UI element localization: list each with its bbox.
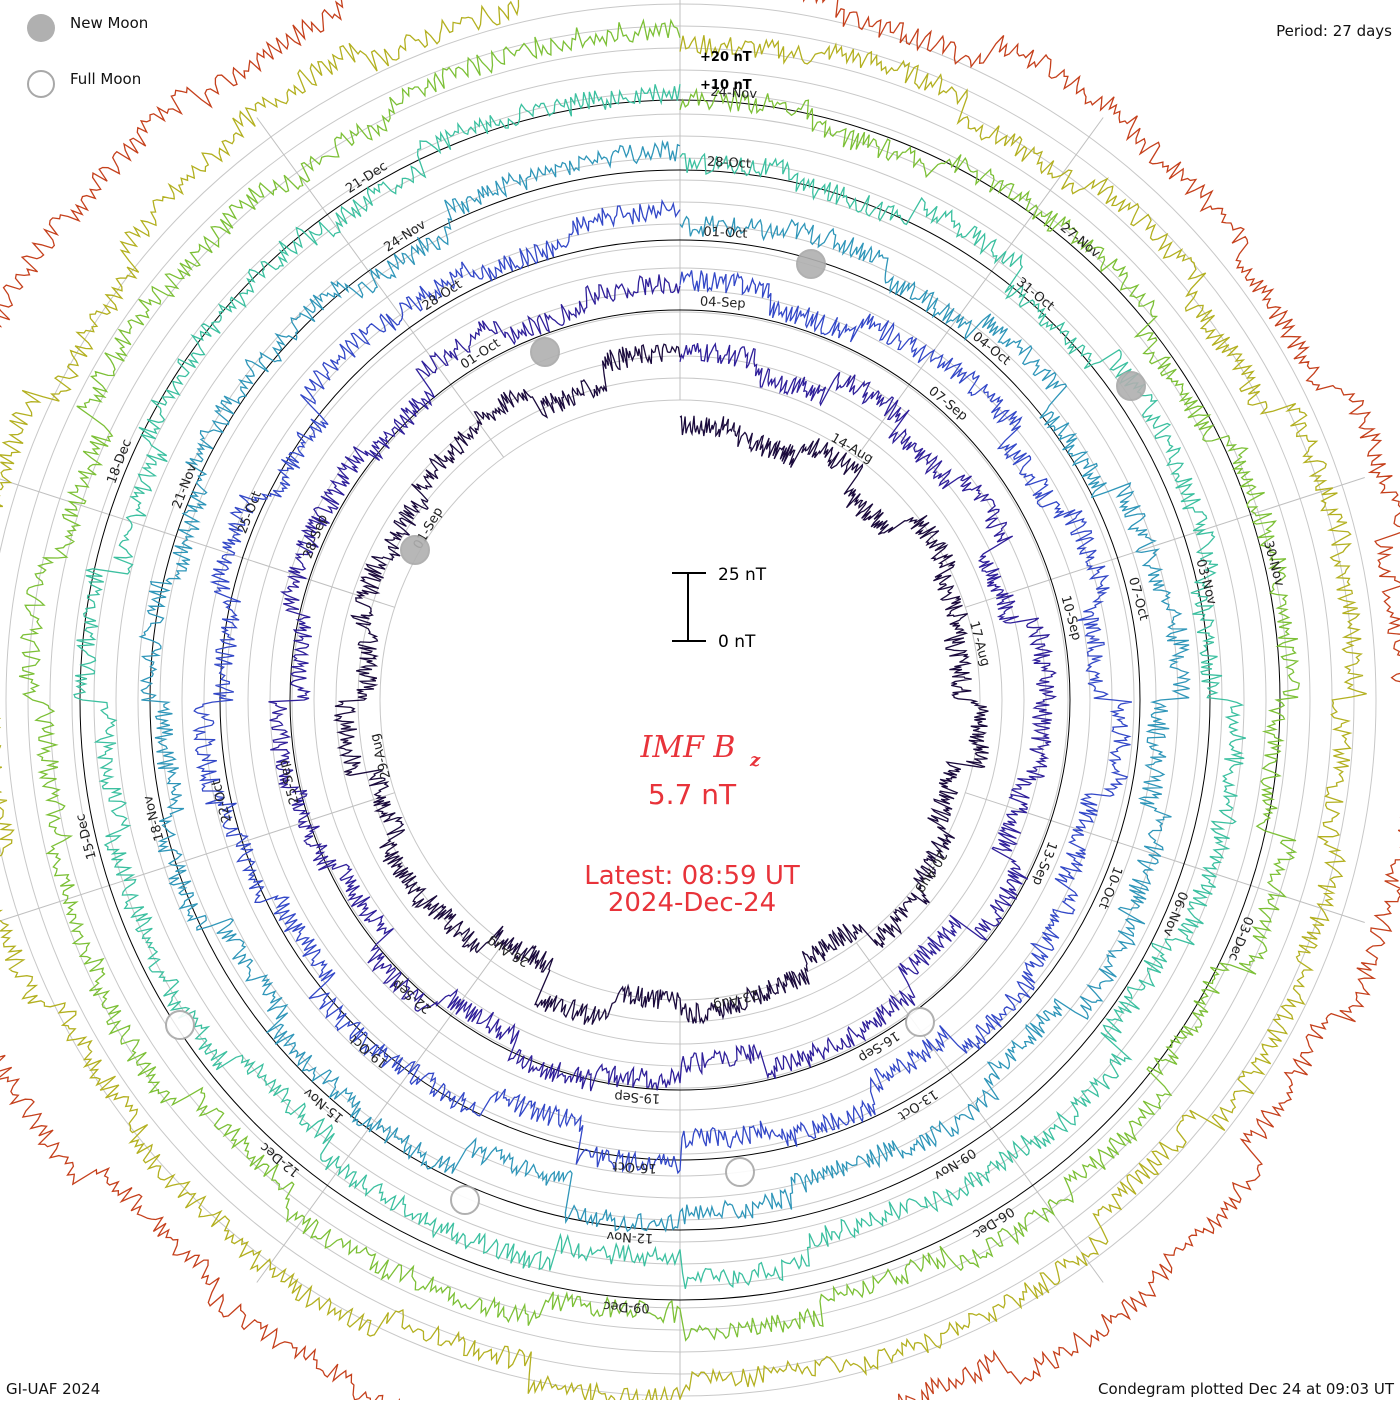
date-tick-label: 04-Oct bbox=[969, 329, 1013, 368]
series-line-3 bbox=[192, 198, 1133, 1175]
inner-date-label: 14-Aug bbox=[828, 431, 876, 467]
date-tick-label: 21-Nov bbox=[170, 462, 201, 511]
grid-spoke bbox=[256, 942, 505, 1283]
date-tick-label: 19-Sep bbox=[614, 1088, 660, 1105]
footer-right-label: Condegram plotted Dec 24 at 09:03 UT bbox=[1098, 1380, 1394, 1398]
date-tick-label: 13-Oct bbox=[895, 1086, 940, 1123]
inner-date-label: 17-Aug bbox=[966, 620, 992, 669]
inner-date-label: 29-Aug bbox=[368, 732, 394, 781]
date-tick-label: 01-Oct bbox=[703, 225, 748, 242]
date-tick-label: 09-Dec bbox=[603, 1298, 650, 1315]
grid-circle bbox=[0, 3, 1377, 1397]
latest-time: Latest: 08:59 UT bbox=[584, 861, 800, 891]
baseline-circle bbox=[149, 169, 1211, 1231]
new-moon-marker bbox=[400, 535, 430, 565]
full-moon-icon bbox=[27, 70, 55, 98]
scalebar-bottom-label: 0 nT bbox=[718, 632, 756, 652]
grid-spoke bbox=[965, 792, 1365, 923]
full-moon-marker bbox=[450, 1185, 480, 1215]
full-moon-marker bbox=[165, 1010, 195, 1040]
latest-date: 2024-Dec-24 bbox=[608, 888, 776, 918]
date-tick-label: 04-Sep bbox=[700, 295, 746, 312]
footer-left-label: GI-UAF 2024 bbox=[6, 1380, 101, 1398]
baseline-circle bbox=[289, 309, 1071, 1091]
scale-label-20nt: +20 nT bbox=[700, 50, 752, 65]
scale-label-10nt: +10 nT bbox=[700, 78, 752, 93]
series-line-2 bbox=[268, 274, 1058, 1092]
center-value: 5.7 nT bbox=[648, 778, 737, 811]
series-line-1 bbox=[332, 343, 989, 1025]
new-moon-legend-label: New Moon bbox=[70, 14, 149, 32]
new-moon-marker bbox=[796, 249, 826, 279]
full-moon-legend-label: Full Moon bbox=[70, 70, 142, 88]
date-tick-label: 09-Nov bbox=[931, 1145, 978, 1183]
date-tick-label: 12-Nov bbox=[606, 1228, 654, 1245]
date-tick-label: 24-Nov bbox=[382, 217, 429, 255]
center-title: IMF B bbox=[640, 730, 736, 765]
grid-spoke bbox=[0, 792, 395, 922]
full-moon-marker bbox=[905, 1007, 935, 1037]
date-tick-label: 31-Oct bbox=[1013, 275, 1057, 314]
date-tick-label: 16-Oct bbox=[612, 1158, 657, 1175]
series-line-6 bbox=[18, 18, 1300, 1342]
date-tick-label: 21-Dec bbox=[343, 159, 390, 197]
series-line-4 bbox=[138, 139, 1192, 1233]
date-tick-label: 06-Dec bbox=[970, 1203, 1017, 1241]
full-moon-marker bbox=[725, 1157, 755, 1187]
grid-spoke bbox=[256, 117, 505, 458]
series-line-7 bbox=[0, 0, 1367, 1404]
inner-date-label: 23-Aug bbox=[712, 986, 761, 1012]
new-moon-icon bbox=[27, 14, 55, 42]
new-moon-marker bbox=[1116, 371, 1146, 401]
date-tick-label: 24-Nov bbox=[710, 85, 758, 102]
new-moon-marker bbox=[530, 337, 560, 367]
grid-circle bbox=[291, 311, 1069, 1089]
grid-circle bbox=[357, 377, 1003, 1023]
center-title-subscript: z bbox=[749, 750, 761, 771]
grid-spoke bbox=[855, 942, 1104, 1283]
period-label: Period: 27 days bbox=[1276, 22, 1392, 40]
grid-circle bbox=[313, 333, 1047, 1067]
grid-spoke bbox=[965, 477, 1365, 608]
date-tick-label: 28-Oct bbox=[707, 155, 752, 172]
scalebar-top-label: 25 nT bbox=[718, 565, 767, 585]
series-line-5 bbox=[73, 83, 1246, 1289]
grid-spoke bbox=[0, 478, 395, 608]
date-tick-label: 18-Dec bbox=[104, 437, 135, 486]
date-tick-label: 10-Oct bbox=[1095, 864, 1125, 911]
